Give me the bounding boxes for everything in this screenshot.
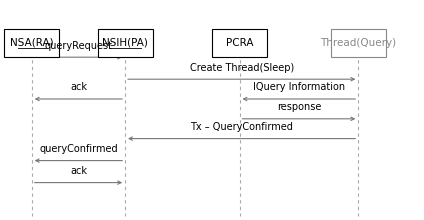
Text: Tx – QueryConfirmed: Tx – QueryConfirmed — [190, 122, 293, 132]
Text: response: response — [277, 102, 321, 112]
Text: IQuery Information: IQuery Information — [253, 82, 345, 92]
Text: ack: ack — [70, 166, 87, 176]
Text: NSA(RA): NSA(RA) — [10, 38, 53, 48]
Bar — [98, 29, 153, 57]
Text: Thread(Query): Thread(Query) — [320, 38, 396, 48]
Bar — [331, 29, 386, 57]
Text: queryRequest: queryRequest — [45, 41, 112, 51]
Text: ack: ack — [70, 82, 87, 92]
Text: PCRA: PCRA — [226, 38, 253, 48]
Bar — [212, 29, 267, 57]
Bar — [4, 29, 59, 57]
Text: queryConfirmed: queryConfirmed — [39, 144, 118, 154]
Text: NSIH(PA): NSIH(PA) — [102, 38, 148, 48]
Text: Create Thread(Sleep): Create Thread(Sleep) — [190, 63, 294, 73]
